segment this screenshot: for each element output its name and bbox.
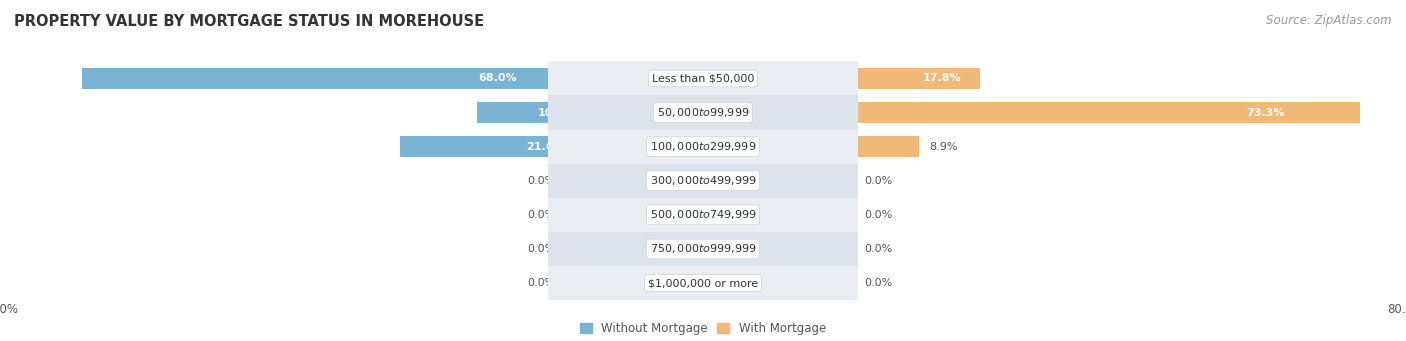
Bar [0,130,858,164]
Text: Source: ZipAtlas.com: Source: ZipAtlas.com [1267,14,1392,27]
Bar [548,164,858,198]
Text: 0.0%: 0.0% [527,278,555,288]
Bar [548,232,858,266]
Bar [548,266,1406,300]
Text: 73.3%: 73.3% [1246,107,1285,118]
Bar [0,266,858,300]
Text: PROPERTY VALUE BY MORTGAGE STATUS IN MOREHOUSE: PROPERTY VALUE BY MORTGAGE STATUS IN MOR… [14,14,484,29]
Text: 0.0%: 0.0% [527,176,555,186]
Bar [548,95,858,130]
Text: $500,000 to $749,999: $500,000 to $749,999 [650,208,756,221]
Legend: Without Mortgage, With Mortgage: Without Mortgage, With Mortgage [581,322,825,335]
Bar [548,266,858,300]
Bar [0,164,858,198]
Text: $50,000 to $99,999: $50,000 to $99,999 [657,106,749,119]
Bar [548,232,1406,266]
Text: $750,000 to $999,999: $750,000 to $999,999 [650,242,756,255]
Text: 0.0%: 0.0% [865,210,893,220]
Bar [548,61,858,95]
Bar [548,130,858,164]
Text: 68.0%: 68.0% [478,73,517,84]
Text: $1,000,000 or more: $1,000,000 or more [648,278,758,288]
Bar [858,136,918,157]
Bar [0,198,858,232]
Bar [0,95,858,130]
Bar [548,95,1406,130]
Bar [548,198,1406,232]
Text: 0.0%: 0.0% [865,176,893,186]
Text: $100,000 to $299,999: $100,000 to $299,999 [650,140,756,153]
Bar [548,198,858,232]
Bar [548,164,1406,198]
Bar [858,102,1360,123]
Bar [858,68,980,89]
Text: $300,000 to $499,999: $300,000 to $499,999 [650,174,756,187]
Text: 0.0%: 0.0% [865,278,893,288]
Text: 10.4%: 10.4% [537,107,576,118]
Text: 8.9%: 8.9% [929,142,957,152]
Bar [548,61,1406,95]
Text: 21.6%: 21.6% [526,142,565,152]
Text: Less than $50,000: Less than $50,000 [652,73,754,84]
Text: 0.0%: 0.0% [865,244,893,254]
Bar [82,68,548,89]
Bar [401,136,548,157]
Text: 0.0%: 0.0% [527,210,555,220]
Bar [0,232,858,266]
Bar [477,102,548,123]
Text: 0.0%: 0.0% [527,244,555,254]
Bar [0,61,858,95]
Bar [548,130,1406,164]
Text: 17.8%: 17.8% [922,73,962,84]
